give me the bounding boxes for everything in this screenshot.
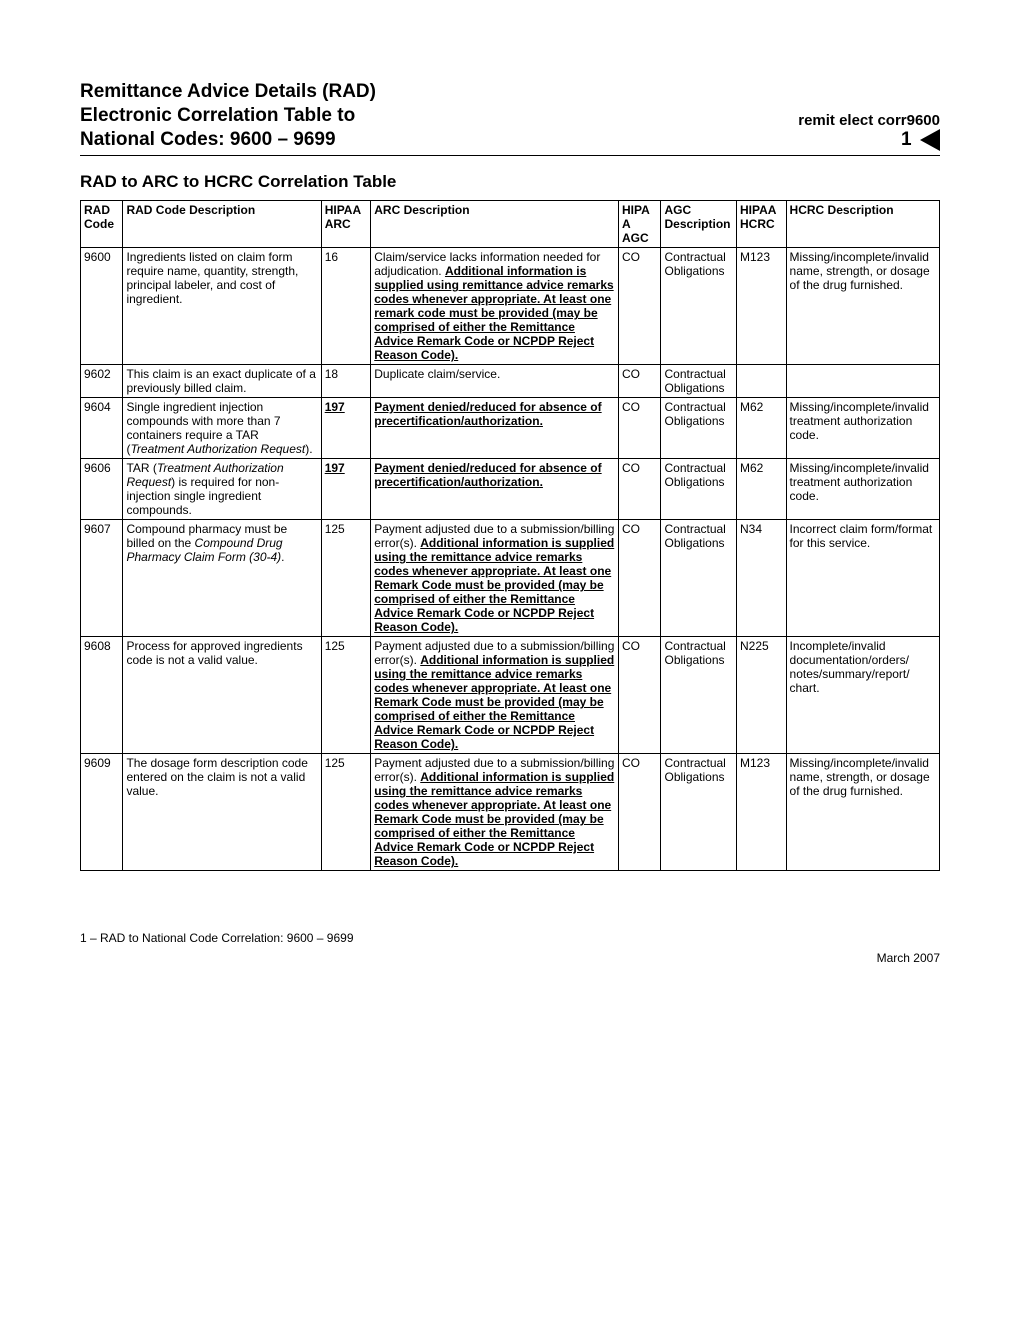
th-agc: HIPAA AGC bbox=[619, 201, 661, 248]
subtitle: RAD to ARC to HCRC Correlation Table bbox=[80, 172, 940, 192]
th-hcrc-desc: HCRC Description bbox=[786, 201, 939, 248]
footer-left: 1 – RAD to National Code Correlation: 96… bbox=[80, 931, 940, 945]
th-arc-desc: ARC Description bbox=[371, 201, 619, 248]
cell-rad-code: 9602 bbox=[81, 365, 123, 398]
cell-rad-desc: Single ingredient injection compounds wi… bbox=[123, 398, 321, 459]
cell-arc: 16 bbox=[321, 248, 371, 365]
cell-rad-desc: The dosage form description code entered… bbox=[123, 754, 321, 871]
cell-rad-code: 9600 bbox=[81, 248, 123, 365]
table-row: 9609The dosage form description code ent… bbox=[81, 754, 940, 871]
table-row: 9608Process for approved ingredients cod… bbox=[81, 637, 940, 754]
cell-arc: 125 bbox=[321, 754, 371, 871]
cell-rad-code: 9609 bbox=[81, 754, 123, 871]
cell-hcrc-desc bbox=[786, 365, 939, 398]
cell-hcrc-desc: Missing/incomplete/invalid name, strengt… bbox=[786, 754, 939, 871]
th-hcrc: HIPAA HCRC bbox=[737, 201, 787, 248]
cell-agc: CO bbox=[619, 365, 661, 398]
cell-agc: CO bbox=[619, 398, 661, 459]
cell-agc: CO bbox=[619, 520, 661, 637]
triangle-icon bbox=[920, 129, 940, 151]
cell-arc-desc: Payment denied/reduced for absence of pr… bbox=[371, 459, 619, 520]
cell-arc: 197 bbox=[321, 398, 371, 459]
title-line1: Remittance Advice Details (RAD) bbox=[80, 80, 376, 104]
cell-arc: 197 bbox=[321, 459, 371, 520]
cell-agc: CO bbox=[619, 248, 661, 365]
cell-arc-desc: Payment adjusted due to a submission/bil… bbox=[371, 754, 619, 871]
cell-agc: CO bbox=[619, 459, 661, 520]
cell-agc-desc: Contractual Obligations bbox=[661, 754, 737, 871]
cell-rad-desc: Process for approved ingredients code is… bbox=[123, 637, 321, 754]
cell-arc: 125 bbox=[321, 637, 371, 754]
cell-rad-desc: This claim is an exact duplicate of a pr… bbox=[123, 365, 321, 398]
cell-hcrc-desc: Incorrect claim form/format for this ser… bbox=[786, 520, 939, 637]
cell-hcrc: M123 bbox=[737, 754, 787, 871]
cell-rad-desc: Ingredients listed on claim form require… bbox=[123, 248, 321, 365]
header-rule bbox=[80, 155, 940, 156]
cell-arc-desc: Payment adjusted due to a submission/bil… bbox=[371, 637, 619, 754]
table-header-row: RAD Code RAD Code Description HIPAA ARC … bbox=[81, 201, 940, 248]
page-header: Remittance Advice Details (RAD) Electron… bbox=[80, 80, 940, 151]
cell-arc-desc: Payment adjusted due to a submission/bil… bbox=[371, 520, 619, 637]
cell-arc: 18 bbox=[321, 365, 371, 398]
cell-agc-desc: Contractual Obligations bbox=[661, 398, 737, 459]
cell-agc-desc: Contractual Obligations bbox=[661, 248, 737, 365]
table-body: 9600Ingredients listed on claim form req… bbox=[81, 248, 940, 871]
header-sub: remit elect corr9600 bbox=[798, 112, 940, 129]
header-page: 1 bbox=[901, 129, 912, 151]
footer: 1 – RAD to National Code Correlation: 96… bbox=[80, 931, 940, 965]
table-row: 9600Ingredients listed on claim form req… bbox=[81, 248, 940, 365]
cell-agc-desc: Contractual Obligations bbox=[661, 459, 737, 520]
title-line2: Electronic Correlation Table to bbox=[80, 104, 355, 128]
cell-rad-desc: TAR (Treatment Authorization Request) is… bbox=[123, 459, 321, 520]
cell-arc-desc: Payment denied/reduced for absence of pr… bbox=[371, 398, 619, 459]
th-agc-desc: AGC Description bbox=[661, 201, 737, 248]
cell-rad-code: 9606 bbox=[81, 459, 123, 520]
title-left: Remittance Advice Details (RAD) Electron… bbox=[80, 80, 376, 151]
cell-rad-code: 9607 bbox=[81, 520, 123, 637]
table-row: 9606TAR (Treatment Authorization Request… bbox=[81, 459, 940, 520]
cell-hcrc-desc: Missing/incomplete/invalid name, strengt… bbox=[786, 248, 939, 365]
cell-agc: CO bbox=[619, 637, 661, 754]
cell-rad-desc: Compound pharmacy must be billed on the … bbox=[123, 520, 321, 637]
cell-hcrc bbox=[737, 365, 787, 398]
cell-rad-code: 9604 bbox=[81, 398, 123, 459]
th-arc: HIPAA ARC bbox=[321, 201, 371, 248]
th-rad-desc: RAD Code Description bbox=[123, 201, 321, 248]
title-right: remit elect corr9600 1 bbox=[798, 112, 940, 151]
cell-rad-code: 9608 bbox=[81, 637, 123, 754]
title-line3: National Codes: 9600 – 9699 bbox=[80, 128, 376, 152]
correlation-table: RAD Code RAD Code Description HIPAA ARC … bbox=[80, 200, 940, 871]
cell-arc-desc: Claim/service lacks information needed f… bbox=[371, 248, 619, 365]
table-row: 9607Compound pharmacy must be billed on … bbox=[81, 520, 940, 637]
cell-hcrc: M62 bbox=[737, 398, 787, 459]
cell-agc-desc: Contractual Obligations bbox=[661, 520, 737, 637]
cell-hcrc: M123 bbox=[737, 248, 787, 365]
cell-hcrc-desc: Missing/incomplete/invalid treatment aut… bbox=[786, 459, 939, 520]
cell-hcrc: M62 bbox=[737, 459, 787, 520]
cell-hcrc: N34 bbox=[737, 520, 787, 637]
th-rad-code: RAD Code bbox=[81, 201, 123, 248]
cell-agc-desc: Contractual Obligations bbox=[661, 637, 737, 754]
cell-hcrc: N225 bbox=[737, 637, 787, 754]
table-row: 9602This claim is an exact duplicate of … bbox=[81, 365, 940, 398]
cell-agc: CO bbox=[619, 754, 661, 871]
cell-hcrc-desc: Missing/incomplete/invalid treatment aut… bbox=[786, 398, 939, 459]
footer-right: March 2007 bbox=[80, 951, 940, 965]
cell-arc: 125 bbox=[321, 520, 371, 637]
cell-arc-desc: Duplicate claim/service. bbox=[371, 365, 619, 398]
cell-hcrc-desc: Incomplete/invalid documentation/orders/… bbox=[786, 637, 939, 754]
cell-agc-desc: Contractual Obligations bbox=[661, 365, 737, 398]
table-row: 9604Single ingredient injection compound… bbox=[81, 398, 940, 459]
